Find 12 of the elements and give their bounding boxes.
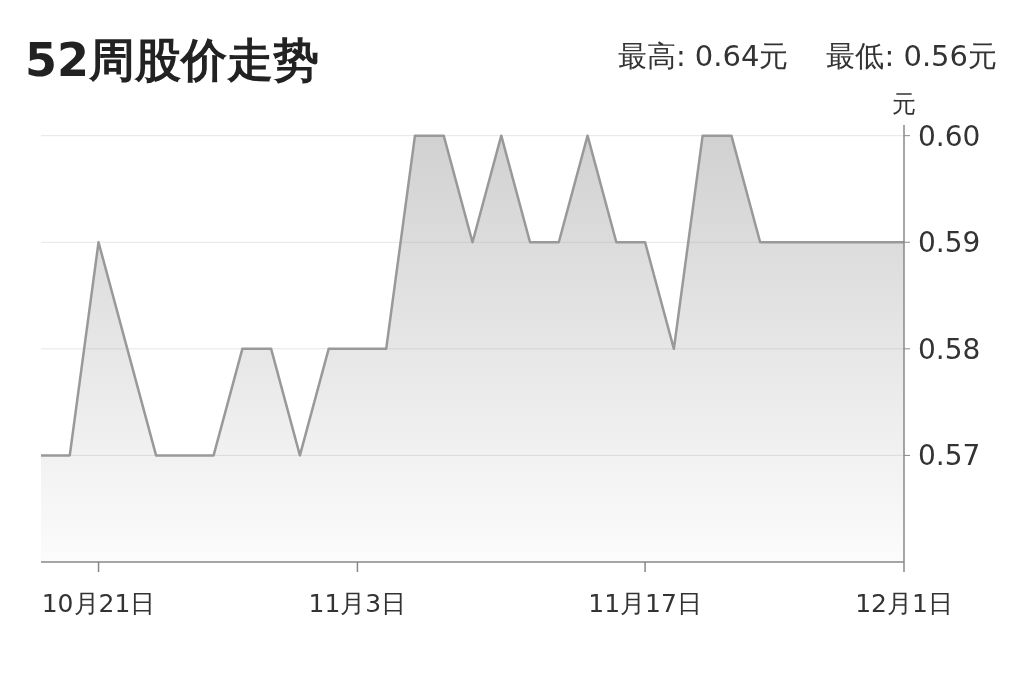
y-axis-title: 元 (892, 90, 916, 118)
y-tick-label: 0.60 (918, 119, 981, 153)
chart-title: 52周股价走势 (25, 33, 320, 87)
x-tick-label: 12月1日 (855, 589, 953, 618)
x-tick-label: 11月3日 (308, 589, 407, 618)
text: 最高: 0.64元 (617, 39, 789, 73)
y-tick-label: 0.57 (918, 439, 981, 473)
y-tick-label: 0.59 (918, 226, 981, 260)
text: 最低: 0.56元 (826, 39, 997, 73)
x-tick-label: 11月17日 (588, 589, 702, 618)
x-tick-label: 10月21日 (41, 589, 156, 618)
y-tick-label: 0.58 (918, 332, 981, 366)
